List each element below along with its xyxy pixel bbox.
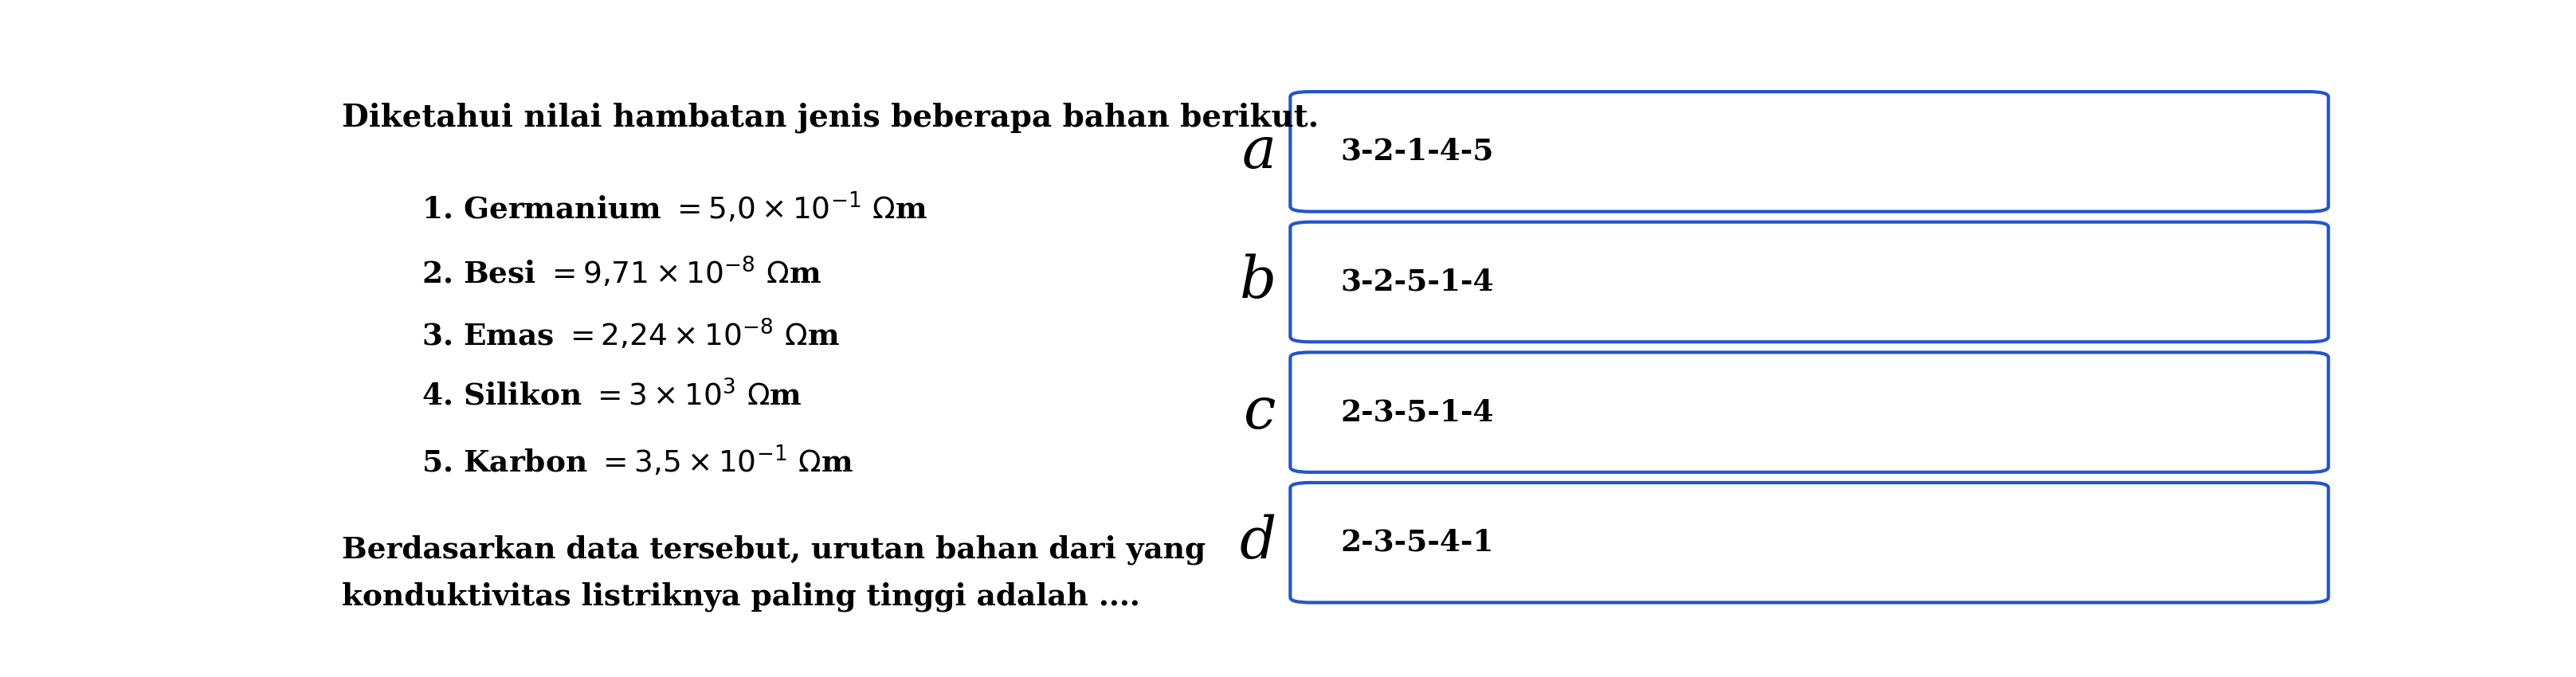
FancyBboxPatch shape <box>1291 222 2329 342</box>
Text: 3-2-1-4-5: 3-2-1-4-5 <box>1340 137 1494 167</box>
Text: 3-2-5-1-4: 3-2-5-1-4 <box>1340 267 1494 297</box>
Text: Berdasarkan data tersebut, urutan bahan dari yang: Berdasarkan data tersebut, urutan bahan … <box>343 535 1206 565</box>
Text: d: d <box>1239 515 1275 571</box>
Text: c: c <box>1244 384 1275 440</box>
Text: 1. Germanium $= 5{,}0 \times 10^{-1}$ $\Omega$m: 1. Germanium $= 5{,}0 \times 10^{-1}$ $\… <box>422 191 927 225</box>
Text: a: a <box>1242 123 1275 179</box>
Text: 2. Besi $= 9{,}71 \times 10^{-8}$ $\Omega$m: 2. Besi $= 9{,}71 \times 10^{-8}$ $\Omeg… <box>422 256 822 290</box>
Text: 5. Karbon $= 3{,}5 \times 10^{-1}$ $\Omega$m: 5. Karbon $= 3{,}5 \times 10^{-1}$ $\Ome… <box>422 443 855 479</box>
Text: b: b <box>1239 254 1275 310</box>
Text: 2-3-5-1-4: 2-3-5-1-4 <box>1340 397 1494 427</box>
Text: konduktivitas listriknya paling tinggi adalah ....: konduktivitas listriknya paling tinggi a… <box>343 582 1141 611</box>
FancyBboxPatch shape <box>1291 91 2329 212</box>
FancyBboxPatch shape <box>1291 352 2329 473</box>
Text: 4. Silikon $= 3 \times 10^{3}$ $\Omega$m: 4. Silikon $= 3 \times 10^{3}$ $\Omega$m <box>422 381 801 412</box>
FancyBboxPatch shape <box>1291 483 2329 603</box>
Text: 2-3-5-4-1: 2-3-5-4-1 <box>1340 528 1494 557</box>
Text: Diketahui nilai hambatan jenis beberapa bahan berikut.: Diketahui nilai hambatan jenis beberapa … <box>343 102 1319 133</box>
Text: 3. Emas $= 2{,}24 \times 10^{-8}$ $\Omega$m: 3. Emas $= 2{,}24 \times 10^{-8}$ $\Omeg… <box>422 318 840 353</box>
